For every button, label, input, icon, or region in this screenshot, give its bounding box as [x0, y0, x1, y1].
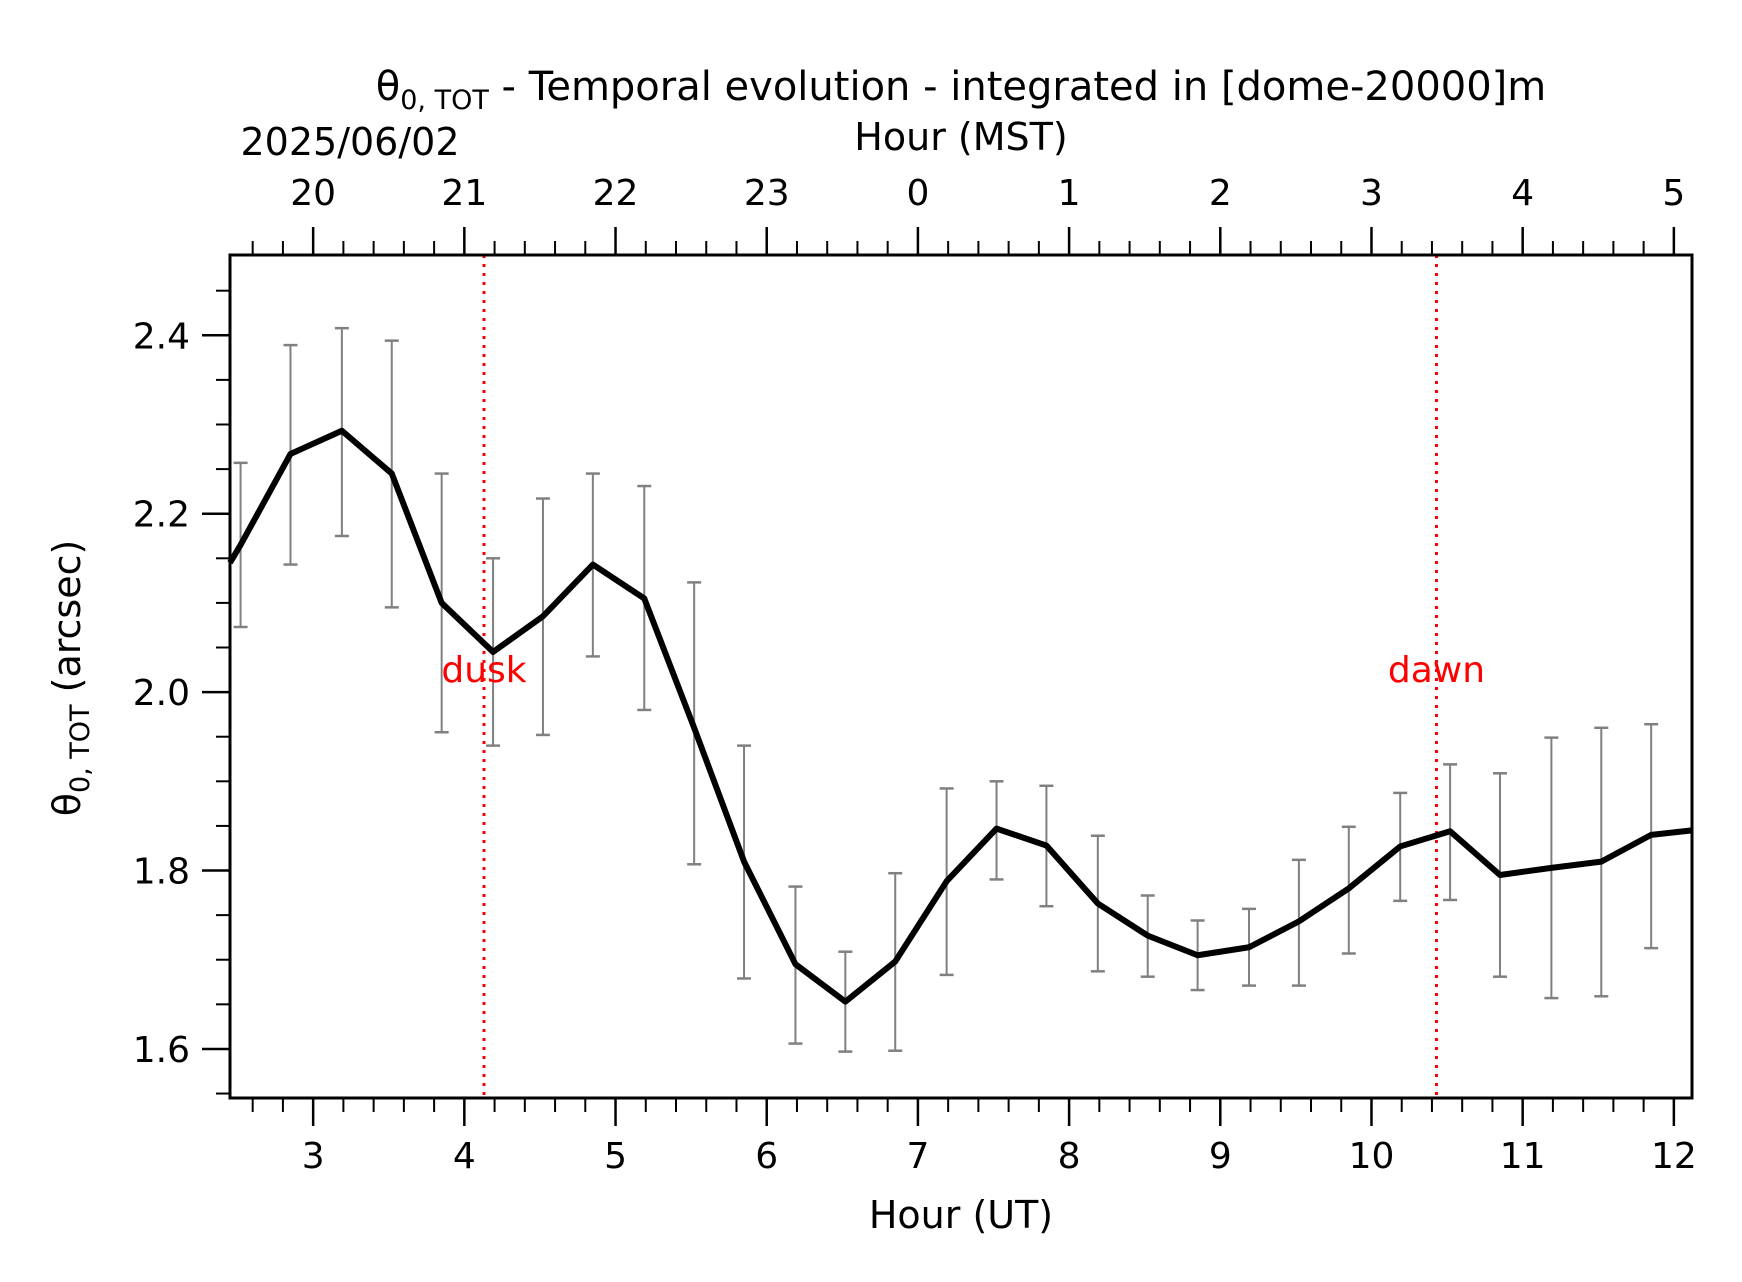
x2-tick-label: 3 — [1360, 173, 1383, 214]
x-tick-label: 9 — [1209, 1136, 1232, 1177]
x-axis-title: Hour (UT) — [869, 1193, 1053, 1237]
x2-tick-label: 1 — [1058, 173, 1081, 214]
x2-tick-label: 5 — [1662, 173, 1685, 214]
x-tick-label: 6 — [755, 1136, 778, 1177]
x2-tick-label: 23 — [744, 173, 790, 214]
y-tick-label: 1.8 — [133, 852, 190, 893]
x2-tick-label: 0 — [906, 173, 929, 214]
y-tick-label: 1.6 — [133, 1030, 190, 1071]
date-label: 2025/06/02 — [240, 120, 459, 164]
y-tick-label: 2.0 — [133, 673, 190, 714]
x-tick-label: 10 — [1349, 1136, 1395, 1177]
y-tick-label: 2.4 — [133, 316, 190, 357]
axis-ticks — [202, 227, 1676, 1126]
x2-axis-title: Hour (MST) — [854, 115, 1067, 159]
x-tick-label: 4 — [453, 1136, 476, 1177]
x-tick-label: 7 — [906, 1136, 929, 1177]
marker-label-dusk: dusk — [441, 650, 526, 691]
chart-title: θ0, TOT - Temporal evolution - integrate… — [376, 64, 1546, 116]
axis-tick-labels: 3 20 4 21 5 22 6 23 7 0 8 1 9 2 10 3 11 4 12 5 1.6 1.8 2.0 2.2 2… — [133, 173, 1697, 1177]
x2-tick-label: 4 — [1511, 173, 1534, 214]
x-tick-label: 12 — [1651, 1136, 1697, 1177]
x-tick-label: 11 — [1500, 1136, 1546, 1177]
x2-tick-label: 20 — [290, 173, 336, 214]
x2-tick-label: 21 — [441, 173, 487, 214]
x-tick-label: 5 — [604, 1136, 627, 1177]
x-tick-label: 8 — [1058, 1136, 1081, 1177]
marker-label-dawn: dawn — [1388, 650, 1485, 691]
y-axis-title: θ0, TOT (arcsec) — [45, 540, 96, 817]
series-line — [227, 427, 1693, 1005]
vertical-markers: dusk dawn — [441, 255, 1485, 1098]
x2-tick-label: 22 — [593, 173, 639, 214]
y-tick-label: 2.2 — [133, 495, 190, 536]
x2-tick-label: 2 — [1209, 173, 1232, 214]
series-line-group — [227, 427, 1693, 1005]
x-tick-label: 3 — [302, 1136, 325, 1177]
plot-frame — [228, 253, 1694, 1100]
